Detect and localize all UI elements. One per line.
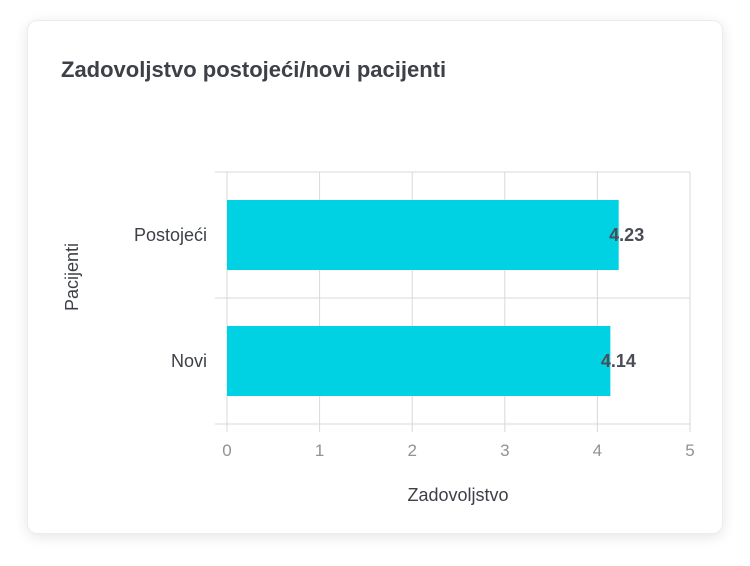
chart-card: Zadovoljstvo postojeći/novi pacijenti <box>27 20 723 534</box>
category-labels: Postojeći Novi <box>134 225 207 371</box>
category-label: Postojeći <box>134 225 207 245</box>
x-tick-label: 4 <box>593 441 602 460</box>
chart-title: Zadovoljstvo postojeći/novi pacijenti <box>61 57 447 82</box>
x-tick-label: 3 <box>500 441 509 460</box>
data-labels: 4.23 4.14 <box>601 225 644 371</box>
x-tick-label: 2 <box>407 441 416 460</box>
bars <box>227 200 619 396</box>
x-tick-label: 1 <box>315 441 324 460</box>
x-tick-label: 5 <box>685 441 694 460</box>
bar[interactable] <box>227 200 619 270</box>
y-axis-label: Pacijenti <box>62 243 82 311</box>
x-tick-label: 0 <box>222 441 231 460</box>
category-label: Novi <box>171 351 207 371</box>
data-label: 4.14 <box>601 351 636 371</box>
x-tick-labels: 0 1 2 3 4 5 <box>222 441 694 460</box>
x-axis-label: Zadovoljstvo <box>407 485 508 505</box>
data-label: 4.23 <box>609 225 644 245</box>
bar[interactable] <box>227 326 611 396</box>
